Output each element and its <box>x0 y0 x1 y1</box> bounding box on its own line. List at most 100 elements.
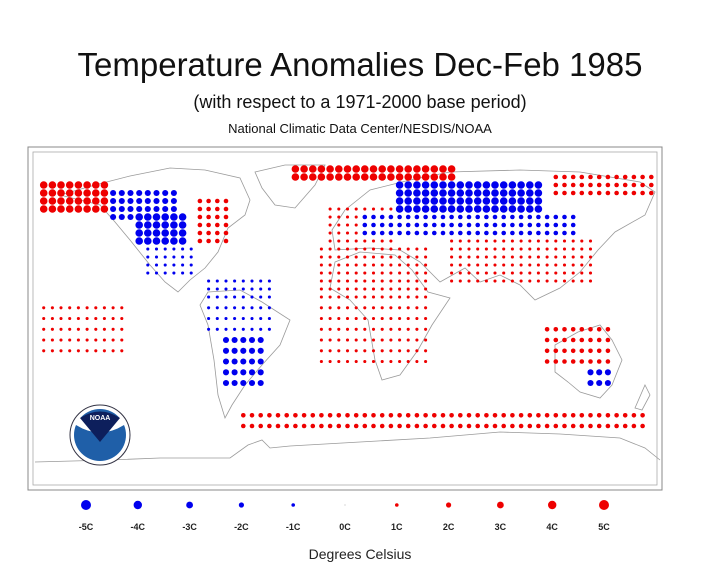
anomaly-dot <box>345 287 350 291</box>
anomaly-dot <box>447 173 456 181</box>
anomaly-dot <box>553 359 559 364</box>
anomaly-dot <box>197 230 203 236</box>
anomaly-dot <box>170 197 177 205</box>
anomaly-dot <box>345 338 350 342</box>
anomaly-dot <box>605 190 611 196</box>
anomaly-dot <box>622 174 628 180</box>
anomaly-dot <box>301 423 307 429</box>
anomaly-dot <box>83 189 91 197</box>
anomaly-dot <box>76 316 80 321</box>
anomaly-dot <box>144 221 152 229</box>
anomaly-dot <box>432 413 437 418</box>
anomaly-dot <box>319 316 323 321</box>
anomaly-dot <box>482 181 491 189</box>
anomaly-dot <box>111 306 115 310</box>
anomaly-dot <box>649 182 654 188</box>
anomaly-dot <box>571 239 575 243</box>
anomaly-dot <box>447 181 456 189</box>
anomaly-dot <box>222 379 230 387</box>
anomaly-dot <box>562 214 567 220</box>
anomaly-dot <box>499 205 508 213</box>
anomaly-dot <box>458 230 463 236</box>
anomaly-dot <box>327 413 333 418</box>
anomaly-dot <box>100 197 109 205</box>
australia-outline <box>554 324 623 399</box>
anomaly-dot <box>163 255 167 259</box>
anomaly-dot <box>144 213 152 221</box>
anomaly-dot <box>554 279 558 283</box>
anomaly-dot <box>424 359 428 364</box>
anomaly-dot <box>605 182 611 188</box>
anomaly-dot <box>250 295 254 299</box>
anomaly-dot <box>466 423 472 429</box>
anomaly-dot <box>404 205 413 213</box>
anomaly-dot <box>466 413 472 418</box>
anomaly-dot <box>405 423 411 429</box>
anomaly-dot <box>570 337 576 343</box>
anomaly-dot <box>387 173 395 181</box>
anomaly-dot <box>319 287 323 291</box>
anomaly-dot <box>317 165 326 173</box>
anomaly-dot <box>570 182 576 188</box>
anomaly-dot <box>380 338 384 342</box>
anomaly-dot <box>136 205 143 213</box>
anomaly-dot <box>267 423 272 429</box>
anomaly-dot <box>337 271 341 275</box>
anomaly-dot <box>423 423 428 429</box>
anomaly-dot <box>415 316 419 321</box>
anomaly-dot <box>326 165 334 173</box>
anomaly-dot <box>135 229 143 237</box>
anomaly-dot <box>153 205 160 213</box>
anomaly-dot <box>267 316 271 321</box>
anomaly-dot <box>136 189 143 197</box>
anomaly-dot <box>328 349 332 353</box>
anomaly-dot <box>484 255 488 259</box>
anomaly-dot <box>257 369 264 376</box>
anomaly-dot <box>111 338 115 342</box>
anomaly-dot <box>432 222 437 228</box>
anomaly-dot <box>430 165 439 173</box>
anomaly-dot <box>398 263 402 267</box>
anomaly-dot <box>501 222 507 228</box>
anomaly-dot <box>450 263 454 267</box>
anomaly-dot <box>379 230 385 236</box>
anomaly-dot <box>231 336 238 344</box>
anomaly-dot <box>59 327 63 331</box>
anomaly-dot <box>345 359 350 364</box>
anomaly-dot <box>241 287 245 291</box>
anomaly-dot <box>596 190 602 196</box>
anomaly-dot <box>545 239 549 243</box>
anomaly-dot <box>413 173 421 181</box>
anomaly-dot <box>502 239 506 243</box>
anomaly-dot <box>363 239 367 243</box>
anomaly-dot <box>389 255 393 259</box>
anomaly-dot <box>363 327 367 331</box>
anomaly-dot <box>553 222 559 228</box>
anomaly-dot <box>110 197 117 205</box>
anomaly-dot <box>76 349 80 353</box>
anomaly-dot <box>337 247 341 251</box>
legend-label: -3C <box>182 522 197 532</box>
anomaly-dot <box>354 271 358 275</box>
anomaly-dot <box>233 295 237 299</box>
noaa-logo: NOAA <box>69 404 131 466</box>
anomaly-dot <box>605 359 611 364</box>
anomaly-dot <box>631 174 637 180</box>
anomaly-dot <box>501 230 507 236</box>
anomaly-dot <box>206 206 211 212</box>
anomaly-dot <box>291 165 300 173</box>
anomaly-dot <box>250 306 254 310</box>
anomaly-dot <box>363 295 367 299</box>
anomaly-dot <box>430 173 439 181</box>
anomaly-dot <box>424 255 428 259</box>
anomaly-dot <box>152 229 161 237</box>
anomaly-dot <box>527 230 533 236</box>
anomaly-dot <box>492 423 498 429</box>
anomaly-dot <box>207 327 211 331</box>
anomaly-dot <box>588 263 593 267</box>
anomaly-dot <box>215 316 219 321</box>
anomaly-dot <box>353 423 359 429</box>
anomaly-dot <box>363 279 367 283</box>
anomaly-dot <box>189 271 193 275</box>
anomaly-dot <box>215 238 220 244</box>
